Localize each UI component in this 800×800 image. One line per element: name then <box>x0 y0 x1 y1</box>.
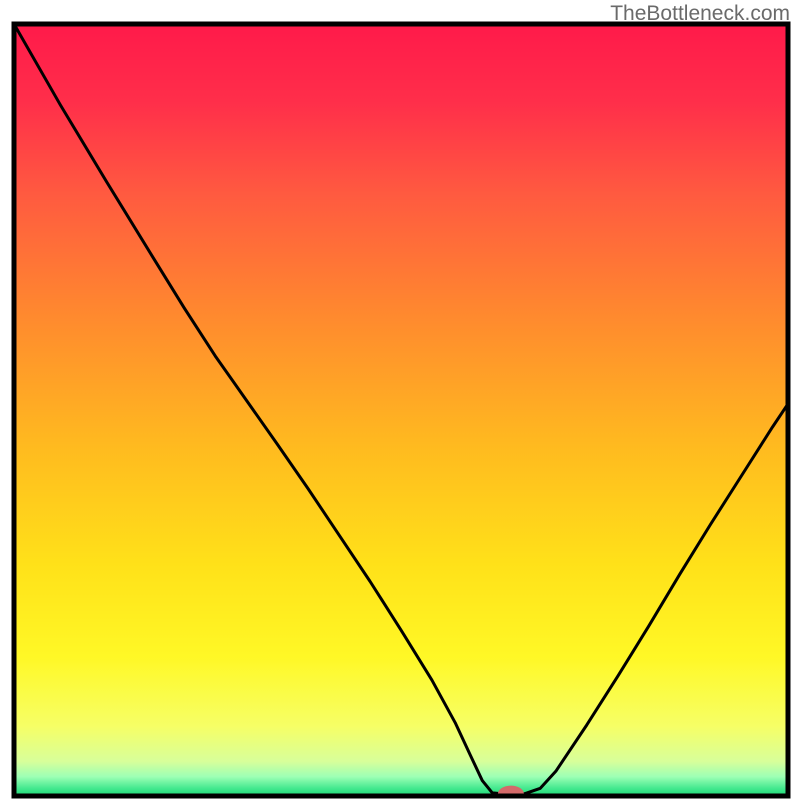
watermark-text: TheBottleneck.com <box>610 2 790 26</box>
chart-container: TheBottleneck.com <box>0 0 800 800</box>
gradient-background <box>14 24 788 796</box>
chart-svg <box>0 0 800 800</box>
